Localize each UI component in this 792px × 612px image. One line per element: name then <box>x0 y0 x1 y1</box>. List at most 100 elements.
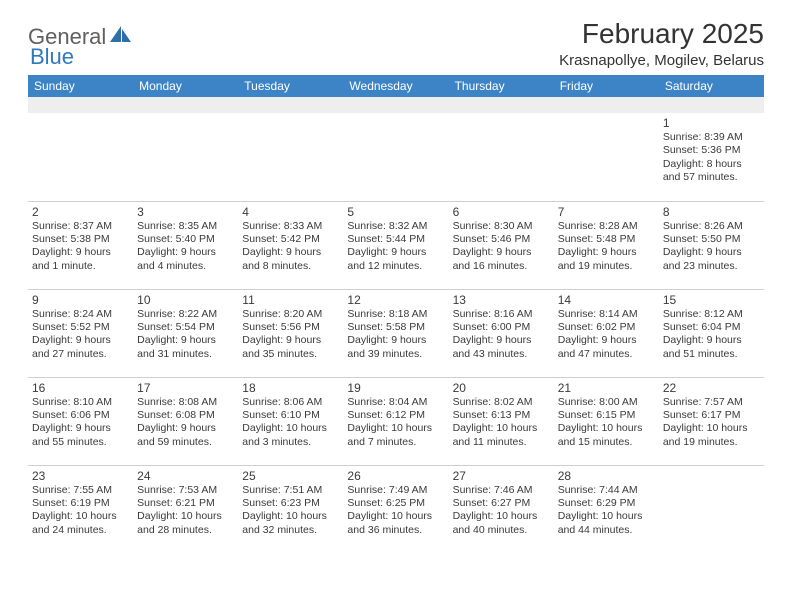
day-cell: 1Sunrise: 8:39 AMSunset: 5:36 PMDaylight… <box>659 113 764 201</box>
blank-row <box>28 97 764 113</box>
empty-cell <box>133 113 238 201</box>
day-number: 16 <box>32 381 129 395</box>
day-info: Sunrise: 8:18 AMSunset: 5:58 PMDaylight:… <box>347 308 444 362</box>
day-number: 9 <box>32 293 129 307</box>
day-number: 26 <box>347 469 444 483</box>
week-row: 16Sunrise: 8:10 AMSunset: 6:06 PMDayligh… <box>28 377 764 465</box>
day-number: 5 <box>347 205 444 219</box>
day-info: Sunrise: 7:57 AMSunset: 6:17 PMDaylight:… <box>663 396 760 450</box>
day-info: Sunrise: 7:55 AMSunset: 6:19 PMDaylight:… <box>32 484 129 538</box>
day-info: Sunrise: 7:46 AMSunset: 6:27 PMDaylight:… <box>453 484 550 538</box>
week-row: 23Sunrise: 7:55 AMSunset: 6:19 PMDayligh… <box>28 465 764 553</box>
day-cell: 15Sunrise: 8:12 AMSunset: 6:04 PMDayligh… <box>659 289 764 377</box>
logo-blue-wrap: Blue <box>30 44 74 70</box>
empty-cell <box>343 113 448 201</box>
day-info: Sunrise: 8:22 AMSunset: 5:54 PMDaylight:… <box>137 308 234 362</box>
day-number: 10 <box>137 293 234 307</box>
week-row: 1Sunrise: 8:39 AMSunset: 5:36 PMDaylight… <box>28 113 764 201</box>
dayhead-tue: Tuesday <box>238 75 343 97</box>
empty-cell <box>554 113 659 201</box>
day-cell: 18Sunrise: 8:06 AMSunset: 6:10 PMDayligh… <box>238 377 343 465</box>
day-cell: 26Sunrise: 7:49 AMSunset: 6:25 PMDayligh… <box>343 465 448 553</box>
day-cell: 3Sunrise: 8:35 AMSunset: 5:40 PMDaylight… <box>133 201 238 289</box>
day-cell: 17Sunrise: 8:08 AMSunset: 6:08 PMDayligh… <box>133 377 238 465</box>
title-block: February 2025 Krasnapollye, Mogilev, Bel… <box>559 18 764 69</box>
day-number: 27 <box>453 469 550 483</box>
day-cell: 20Sunrise: 8:02 AMSunset: 6:13 PMDayligh… <box>449 377 554 465</box>
day-cell: 23Sunrise: 7:55 AMSunset: 6:19 PMDayligh… <box>28 465 133 553</box>
day-info: Sunrise: 7:53 AMSunset: 6:21 PMDaylight:… <box>137 484 234 538</box>
day-cell: 5Sunrise: 8:32 AMSunset: 5:44 PMDaylight… <box>343 201 448 289</box>
day-info: Sunrise: 8:32 AMSunset: 5:44 PMDaylight:… <box>347 220 444 274</box>
week-row: 9Sunrise: 8:24 AMSunset: 5:52 PMDaylight… <box>28 289 764 377</box>
day-number: 25 <box>242 469 339 483</box>
day-number: 8 <box>663 205 760 219</box>
empty-cell <box>659 465 764 553</box>
day-cell: 9Sunrise: 8:24 AMSunset: 5:52 PMDaylight… <box>28 289 133 377</box>
day-info: Sunrise: 8:12 AMSunset: 6:04 PMDaylight:… <box>663 308 760 362</box>
day-cell: 22Sunrise: 7:57 AMSunset: 6:17 PMDayligh… <box>659 377 764 465</box>
day-info: Sunrise: 8:16 AMSunset: 6:00 PMDaylight:… <box>453 308 550 362</box>
day-cell: 24Sunrise: 7:53 AMSunset: 6:21 PMDayligh… <box>133 465 238 553</box>
day-cell: 11Sunrise: 8:20 AMSunset: 5:56 PMDayligh… <box>238 289 343 377</box>
logo-blue: Blue <box>30 44 74 69</box>
day-number: 7 <box>558 205 655 219</box>
day-info: Sunrise: 7:44 AMSunset: 6:29 PMDaylight:… <box>558 484 655 538</box>
day-number: 15 <box>663 293 760 307</box>
day-cell: 4Sunrise: 8:33 AMSunset: 5:42 PMDaylight… <box>238 201 343 289</box>
day-number: 21 <box>558 381 655 395</box>
day-cell: 2Sunrise: 8:37 AMSunset: 5:38 PMDaylight… <box>28 201 133 289</box>
day-info: Sunrise: 7:49 AMSunset: 6:25 PMDaylight:… <box>347 484 444 538</box>
day-info: Sunrise: 8:39 AMSunset: 5:36 PMDaylight:… <box>663 131 760 185</box>
month-title: February 2025 <box>559 18 764 50</box>
dayhead-mon: Monday <box>133 75 238 97</box>
day-number: 18 <box>242 381 339 395</box>
logo-sail-icon <box>110 26 132 49</box>
day-number: 6 <box>453 205 550 219</box>
day-number: 20 <box>453 381 550 395</box>
empty-cell <box>28 113 133 201</box>
day-cell: 28Sunrise: 7:44 AMSunset: 6:29 PMDayligh… <box>554 465 659 553</box>
day-number: 23 <box>32 469 129 483</box>
day-info: Sunrise: 8:24 AMSunset: 5:52 PMDaylight:… <box>32 308 129 362</box>
day-info: Sunrise: 8:06 AMSunset: 6:10 PMDaylight:… <box>242 396 339 450</box>
day-cell: 7Sunrise: 8:28 AMSunset: 5:48 PMDaylight… <box>554 201 659 289</box>
day-info: Sunrise: 8:02 AMSunset: 6:13 PMDaylight:… <box>453 396 550 450</box>
calendar-head: Sunday Monday Tuesday Wednesday Thursday… <box>28 75 764 97</box>
calendar-page: General February 2025 Krasnapollye, Mogi… <box>0 0 792 553</box>
day-cell: 12Sunrise: 8:18 AMSunset: 5:58 PMDayligh… <box>343 289 448 377</box>
day-info: Sunrise: 8:37 AMSunset: 5:38 PMDaylight:… <box>32 220 129 274</box>
calendar-table: Sunday Monday Tuesday Wednesday Thursday… <box>28 75 764 553</box>
dayhead-sun: Sunday <box>28 75 133 97</box>
day-cell: 27Sunrise: 7:46 AMSunset: 6:27 PMDayligh… <box>449 465 554 553</box>
location: Krasnapollye, Mogilev, Belarus <box>559 52 764 69</box>
day-cell: 8Sunrise: 8:26 AMSunset: 5:50 PMDaylight… <box>659 201 764 289</box>
day-info: Sunrise: 8:14 AMSunset: 6:02 PMDaylight:… <box>558 308 655 362</box>
day-info: Sunrise: 8:28 AMSunset: 5:48 PMDaylight:… <box>558 220 655 274</box>
empty-cell <box>238 113 343 201</box>
week-row: 2Sunrise: 8:37 AMSunset: 5:38 PMDaylight… <box>28 201 764 289</box>
header: General February 2025 Krasnapollye, Mogi… <box>28 18 764 69</box>
day-number: 17 <box>137 381 234 395</box>
day-number: 4 <box>242 205 339 219</box>
dayhead-wed: Wednesday <box>343 75 448 97</box>
dayhead-sat: Saturday <box>659 75 764 97</box>
day-number: 22 <box>663 381 760 395</box>
day-cell: 16Sunrise: 8:10 AMSunset: 6:06 PMDayligh… <box>28 377 133 465</box>
day-cell: 13Sunrise: 8:16 AMSunset: 6:00 PMDayligh… <box>449 289 554 377</box>
day-cell: 6Sunrise: 8:30 AMSunset: 5:46 PMDaylight… <box>449 201 554 289</box>
day-cell: 14Sunrise: 8:14 AMSunset: 6:02 PMDayligh… <box>554 289 659 377</box>
day-number: 14 <box>558 293 655 307</box>
day-number: 19 <box>347 381 444 395</box>
day-cell: 10Sunrise: 8:22 AMSunset: 5:54 PMDayligh… <box>133 289 238 377</box>
day-number: 24 <box>137 469 234 483</box>
calendar-body: 1Sunrise: 8:39 AMSunset: 5:36 PMDaylight… <box>28 97 764 553</box>
day-info: Sunrise: 8:04 AMSunset: 6:12 PMDaylight:… <box>347 396 444 450</box>
day-cell: 21Sunrise: 8:00 AMSunset: 6:15 PMDayligh… <box>554 377 659 465</box>
day-number: 13 <box>453 293 550 307</box>
day-info: Sunrise: 8:33 AMSunset: 5:42 PMDaylight:… <box>242 220 339 274</box>
day-number: 28 <box>558 469 655 483</box>
day-info: Sunrise: 7:51 AMSunset: 6:23 PMDaylight:… <box>242 484 339 538</box>
dayhead-thu: Thursday <box>449 75 554 97</box>
day-info: Sunrise: 8:30 AMSunset: 5:46 PMDaylight:… <box>453 220 550 274</box>
